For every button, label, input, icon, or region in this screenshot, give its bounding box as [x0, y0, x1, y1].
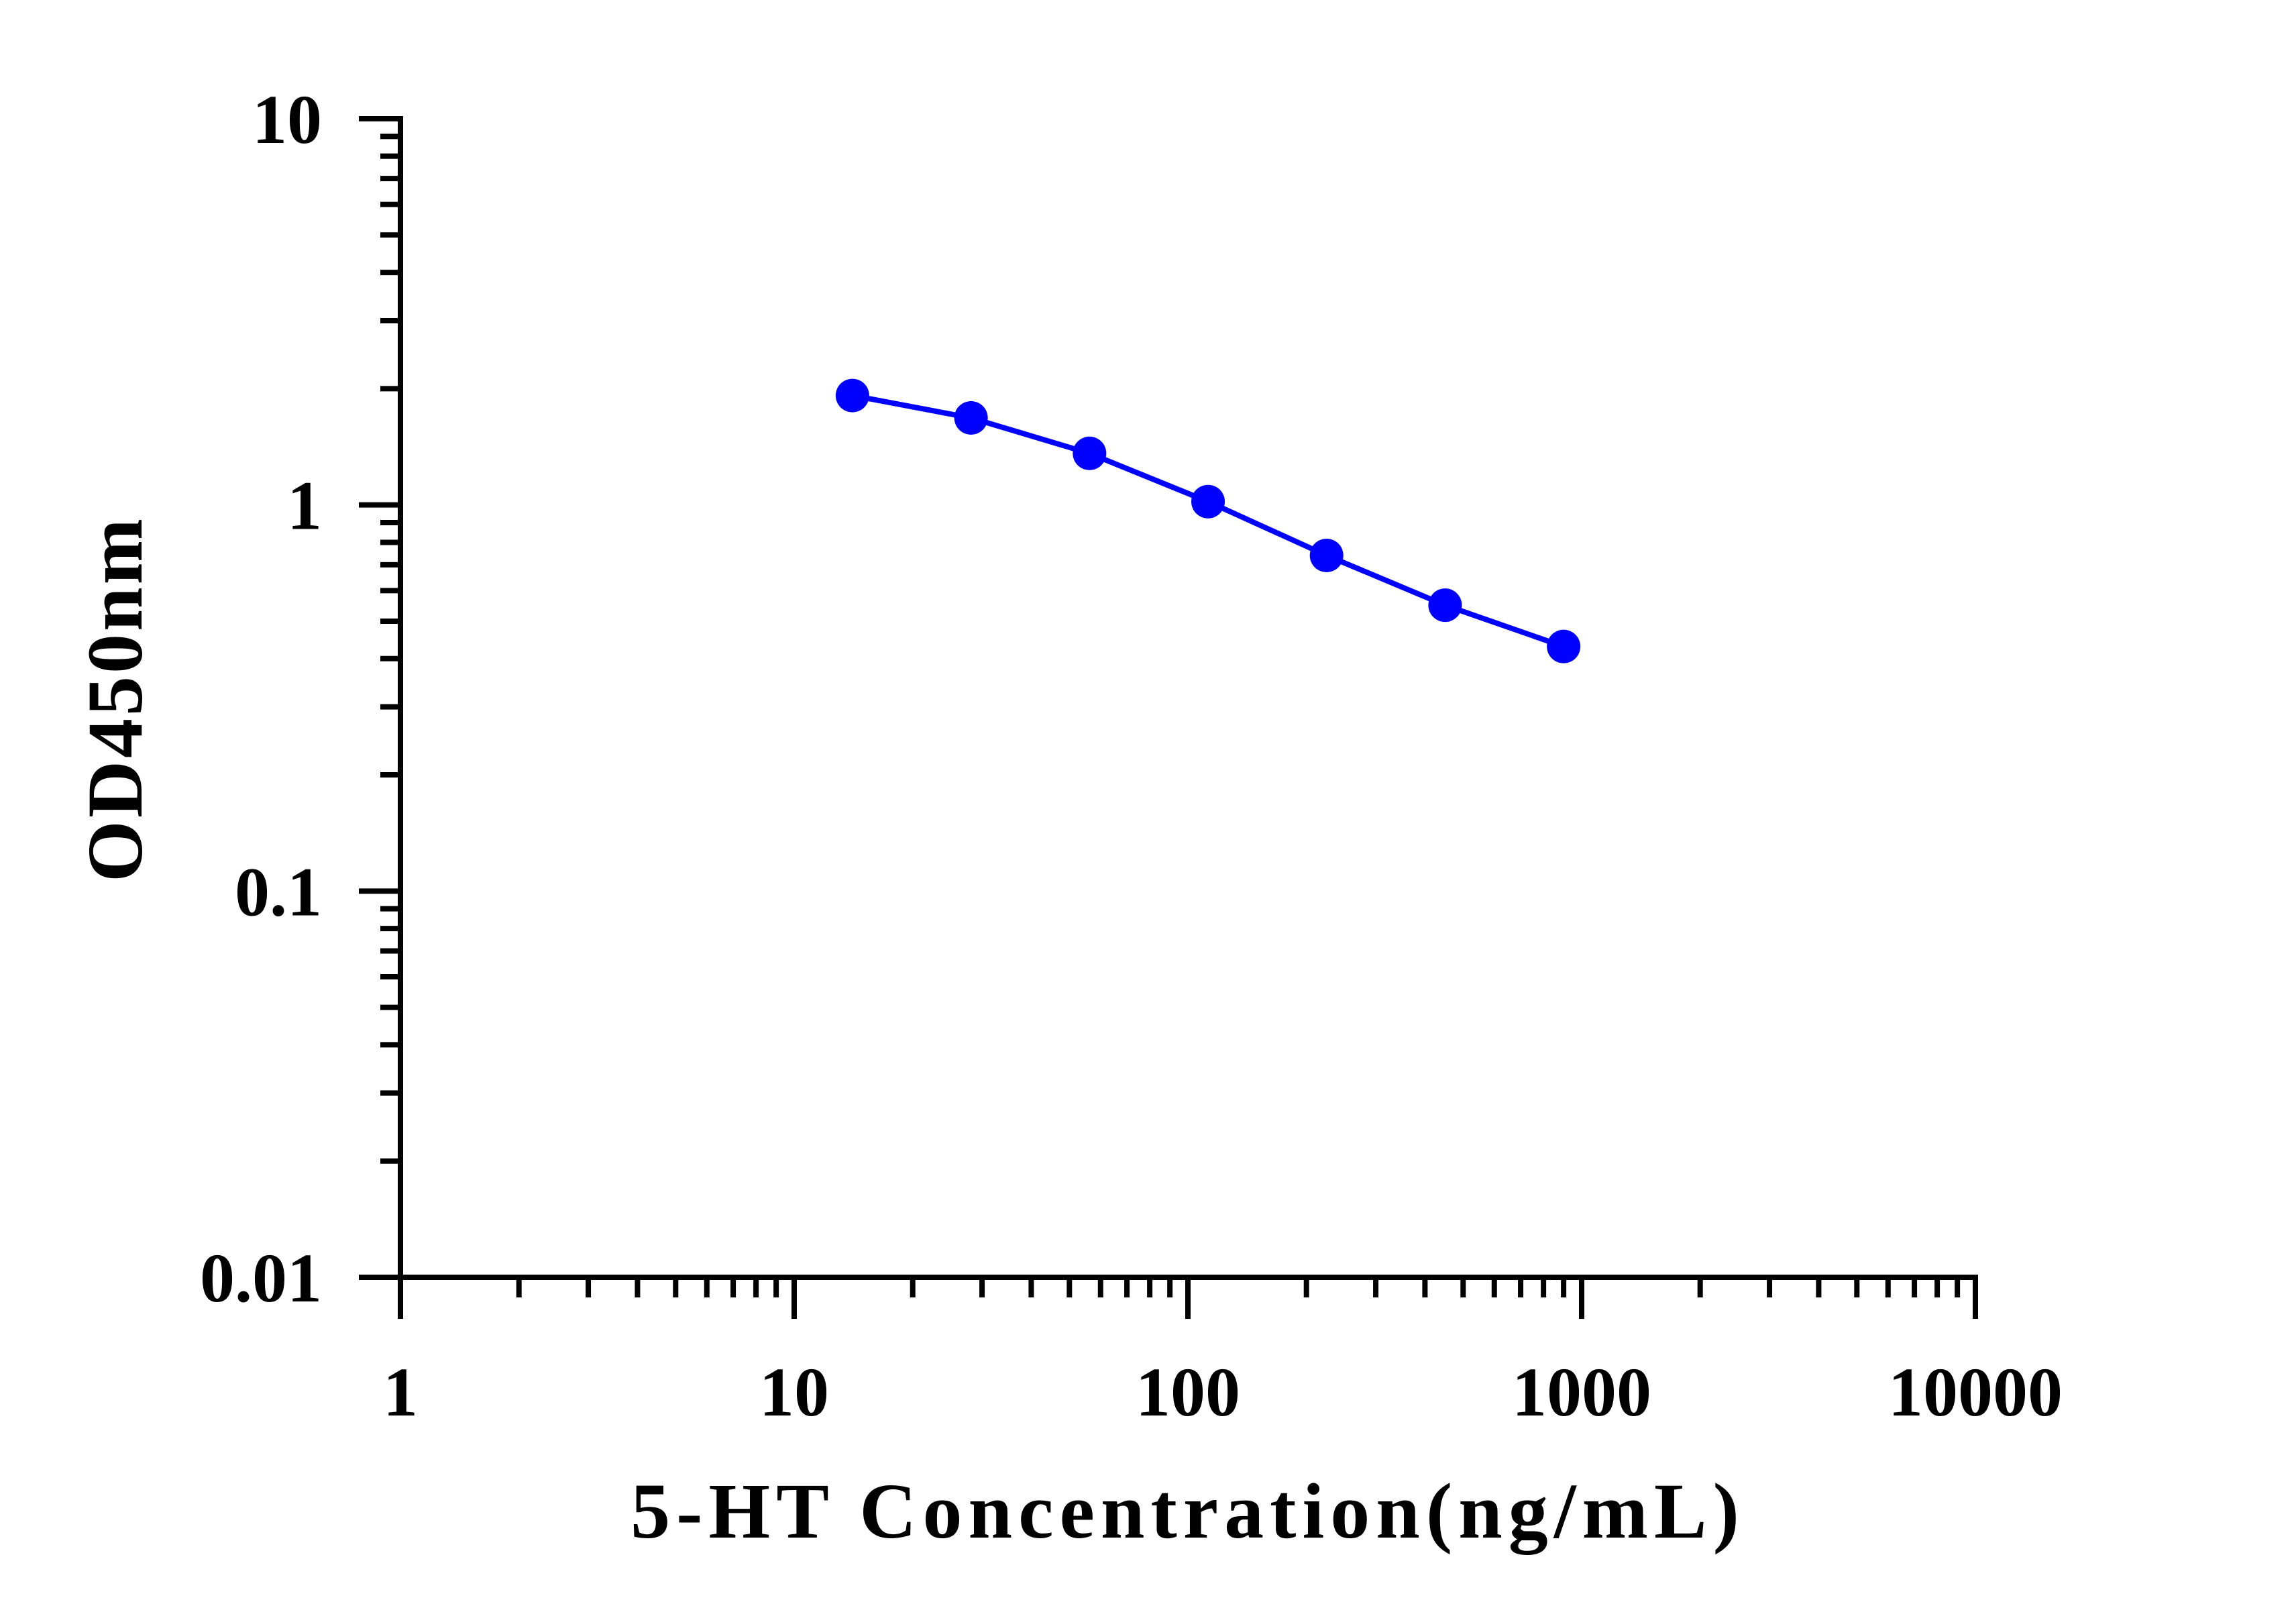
- y-tick-label: 0.1: [235, 853, 322, 930]
- x-tick-label: 100: [1136, 1354, 1240, 1431]
- data-point: [1547, 629, 1581, 663]
- data-point: [1309, 538, 1344, 572]
- data-point: [1428, 588, 1462, 623]
- x-tick-label: 10: [759, 1354, 829, 1431]
- y-tick-label: 1: [287, 468, 322, 545]
- y-tick-label: 10: [252, 81, 322, 158]
- y-tick-label: 0.01: [200, 1240, 322, 1317]
- x-axis: 1 10 100 1000 10000: [359, 1275, 2063, 1431]
- x-tick-label: 1: [383, 1354, 418, 1431]
- series-layer: [835, 378, 1581, 663]
- data-point: [1073, 436, 1107, 470]
- data-point: [954, 400, 988, 435]
- x-axis-title: 5-HT Concentration(ng/mL): [631, 1467, 1745, 1555]
- data-point: [1191, 484, 1225, 519]
- y-axis: 0.01 0.1 1 10: [200, 81, 403, 1317]
- y-axis-title: OD450nm: [71, 516, 159, 882]
- data-point: [835, 378, 869, 413]
- x-tick-label: 1000: [1512, 1354, 1651, 1431]
- x-tick-label: 10000: [1888, 1354, 2063, 1431]
